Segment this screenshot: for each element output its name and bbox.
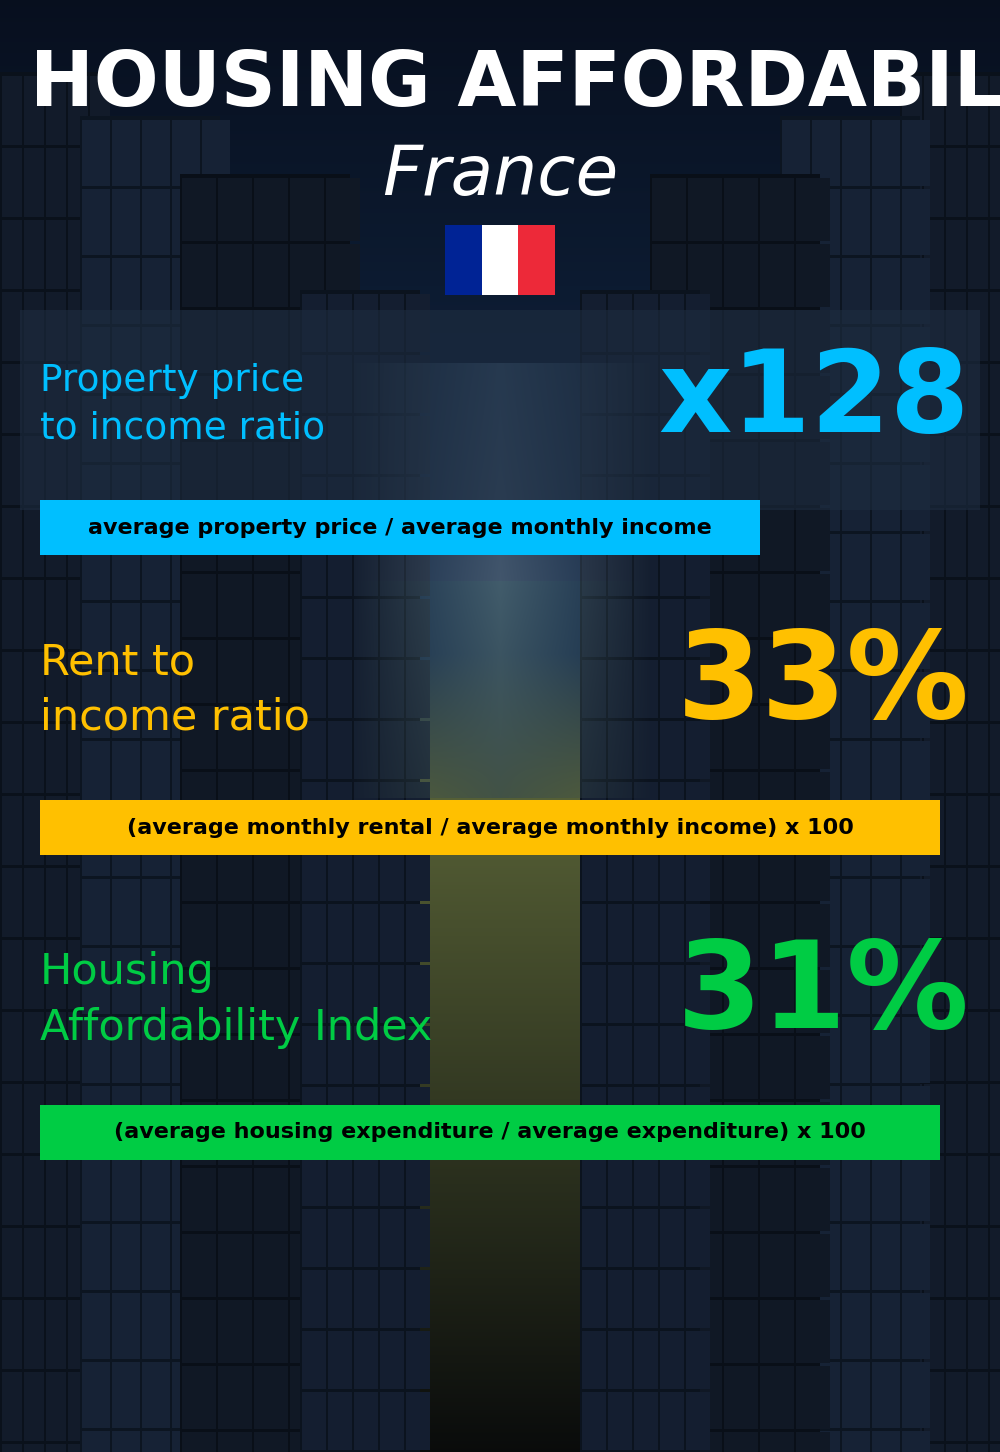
Bar: [518, 225, 555, 295]
Text: (average monthly rental / average monthly income) x 100: (average monthly rental / average monthl…: [127, 817, 853, 838]
Bar: [482, 225, 518, 295]
Text: 31%: 31%: [677, 937, 970, 1054]
Text: Housing
Affordability Index: Housing Affordability Index: [40, 951, 432, 1048]
Text: Property price
to income ratio: Property price to income ratio: [40, 363, 325, 447]
FancyBboxPatch shape: [40, 1105, 940, 1160]
Text: 33%: 33%: [677, 626, 970, 743]
Text: average property price / average monthly income: average property price / average monthly…: [88, 517, 712, 537]
FancyBboxPatch shape: [40, 499, 760, 555]
FancyBboxPatch shape: [40, 800, 940, 855]
Text: x128: x128: [659, 344, 970, 456]
Text: Rent to
income ratio: Rent to income ratio: [40, 642, 310, 739]
Text: HOUSING AFFORDABILITY: HOUSING AFFORDABILITY: [30, 48, 1000, 122]
Text: (average housing expenditure / average expenditure) x 100: (average housing expenditure / average e…: [114, 1122, 866, 1143]
Text: France: France: [382, 141, 618, 209]
Bar: [445, 225, 482, 295]
FancyBboxPatch shape: [20, 309, 980, 510]
